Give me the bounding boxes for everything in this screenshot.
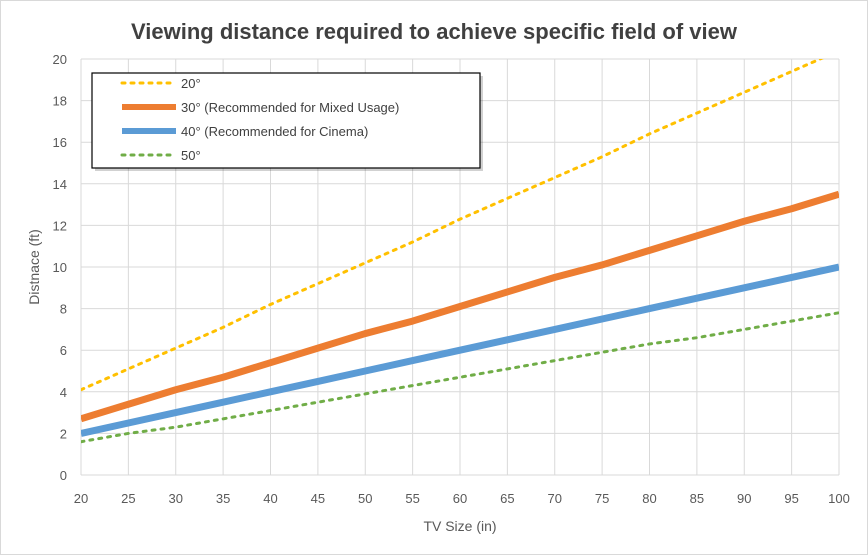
y-tick-label: 12: [53, 218, 67, 233]
legend: 20° 30° (Recommended for Mixed Usage) 40° …: [91, 72, 483, 171]
series-line-30-recommended-for-mixed-usage-: [81, 190, 839, 423]
legend-label: 50°: [181, 148, 201, 163]
legend-box: [91, 72, 481, 169]
x-tick-label: 95: [784, 491, 798, 506]
x-tick-label: 30: [169, 491, 183, 506]
y-tick-label: 14: [53, 177, 67, 192]
x-tick-label: 90: [737, 491, 751, 506]
axes: TV Size (in) Distnace (ft): [26, 229, 497, 534]
y-tick-label: 18: [53, 94, 67, 109]
legend-label: 40° (Recommended for Cinema): [181, 124, 368, 139]
y-tick-label: 4: [60, 385, 67, 400]
chart-title: Viewing distance required to achieve spe…: [130, 19, 737, 44]
y-tick-label: 16: [53, 135, 67, 150]
y-axis-label: Distnace (ft): [26, 229, 42, 304]
series-line-40-recommended-for-cinema-: [81, 263, 839, 437]
x-tick-label: 35: [216, 491, 230, 506]
series-line-50-: [81, 311, 839, 444]
x-tick-label: 40: [263, 491, 277, 506]
legend-label: 30° (Recommended for Mixed Usage): [181, 100, 399, 115]
y-tick-label: 8: [60, 302, 67, 317]
x-tick-label: 25: [121, 491, 135, 506]
tick-labels: 0 2 4 6 8 10 12 14 16 18 20 20 25 30 35 40 45 50 55 60 65 70 7…: [53, 52, 850, 506]
x-tick-label: 55: [405, 491, 419, 506]
x-tick-label: 60: [453, 491, 467, 506]
series-lines: [81, 59, 839, 444]
y-tick-label: 10: [53, 260, 67, 275]
x-tick-label: 80: [642, 491, 656, 506]
x-axis-label: TV Size (in): [423, 518, 496, 534]
series-line-20-: [81, 59, 824, 392]
x-tick-label: 70: [548, 491, 562, 506]
x-tick-label: 75: [595, 491, 609, 506]
legend-label: 20°: [181, 76, 201, 91]
x-tick-label: 85: [690, 491, 704, 506]
y-tick-label: 6: [60, 343, 67, 358]
x-tick-label: 45: [311, 491, 325, 506]
y-tick-label: 2: [60, 426, 67, 441]
x-tick-label: 65: [500, 491, 514, 506]
y-tick-label: 20: [53, 52, 67, 67]
x-tick-label: 20: [74, 491, 88, 506]
y-tick-label: 0: [60, 468, 67, 483]
x-tick-label: 100: [828, 491, 850, 506]
x-tick-label: 50: [358, 491, 372, 506]
